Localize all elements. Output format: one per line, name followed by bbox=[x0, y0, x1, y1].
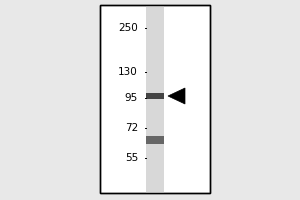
Text: 130: 130 bbox=[118, 67, 138, 77]
Bar bbox=[146, 5, 164, 193]
Text: 250: 250 bbox=[118, 23, 138, 33]
Text: 55: 55 bbox=[125, 153, 138, 163]
Text: 95: 95 bbox=[125, 93, 138, 103]
Bar bbox=[100, 5, 210, 193]
Bar bbox=[100, 5, 210, 193]
Bar bbox=[146, 136, 164, 144]
Bar bbox=[146, 93, 164, 99]
Text: 72: 72 bbox=[125, 123, 138, 133]
Polygon shape bbox=[168, 88, 185, 104]
